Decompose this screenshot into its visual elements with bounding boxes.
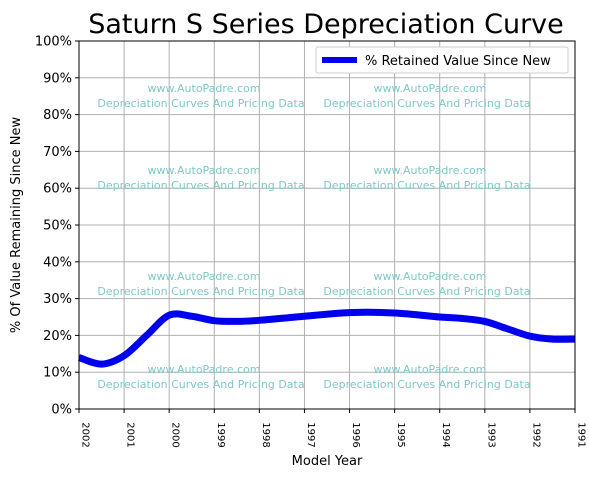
x-tick-label: 1994	[440, 422, 451, 447]
chart-title: Saturn S Series Depreciation Curve	[88, 9, 564, 40]
legend-box	[315, 46, 569, 74]
y-axis-label: % Of Value Remaining Since New	[9, 117, 24, 334]
y-tick-label: 80%	[43, 108, 72, 123]
y-tick-label: 0%	[51, 403, 72, 418]
x-tick-label: 1996	[350, 422, 361, 447]
y-axis-ticks: 0% 10% 20% 30% 40% 50% 60% 70% 80% 90% 100%	[35, 35, 79, 418]
watermark-tagline: Depreciation Curves And Pricing Data	[323, 179, 530, 192]
watermark-tagline: Depreciation Curves And Pricing Data	[323, 285, 530, 298]
watermark-url: www.AutoPadre.com	[148, 270, 261, 283]
watermarks: www.AutoPadre.com Depreciation Curves And…	[97, 82, 530, 391]
x-tick-label: 1997	[305, 422, 316, 447]
y-tick-label: 30%	[43, 292, 72, 307]
x-tick-label: 1991	[576, 422, 587, 447]
x-tick-label: 1999	[215, 422, 226, 447]
y-tick-label: 50%	[43, 219, 72, 234]
y-tick-label: 10%	[43, 366, 72, 381]
y-tick-label: 40%	[43, 255, 72, 270]
watermark-tagline: Depreciation Curves And Pricing Data	[97, 179, 304, 192]
watermark-tagline: Depreciation Curves And Pricing Data	[323, 97, 530, 110]
watermark-tagline: Depreciation Curves And Pricing Data	[97, 97, 304, 110]
y-tick-label: 60%	[43, 182, 72, 197]
x-tick-label: 2000	[170, 422, 181, 447]
x-tick-label: 1992	[530, 422, 541, 447]
legend-label: % Retained Value Since New	[365, 54, 551, 69]
legend: % Retained Value Since New	[315, 46, 569, 74]
watermark-url: www.AutoPadre.com	[148, 363, 261, 376]
x-tick-label: 1993	[485, 422, 496, 447]
watermark-url: www.AutoPadre.com	[374, 363, 487, 376]
watermark-url: www.AutoPadre.com	[148, 82, 261, 95]
series-line-retained-value	[77, 308, 576, 368]
y-tick-label: 20%	[43, 329, 72, 344]
y-tick-label: 70%	[43, 145, 72, 160]
series-layer	[77, 308, 576, 368]
watermark-url: www.AutoPadre.com	[148, 164, 261, 177]
watermark-tagline: Depreciation Curves And Pricing Data	[323, 378, 530, 391]
watermark-url: www.AutoPadre.com	[374, 164, 487, 177]
x-tick-label: 2001	[125, 422, 136, 447]
watermark-tagline: Depreciation Curves And Pricing Data	[97, 285, 304, 298]
watermark-tagline: Depreciation Curves And Pricing Data	[97, 378, 304, 391]
x-tick-label: 2002	[80, 422, 91, 447]
watermark-url: www.AutoPadre.com	[374, 82, 487, 95]
y-tick-label: 90%	[43, 71, 72, 86]
y-tick-label: 100%	[35, 35, 72, 50]
x-axis-label: Model Year	[292, 454, 363, 469]
x-tick-label: 1998	[260, 422, 271, 447]
x-axis-ticks: 2002 2001 2000 1999 1998 1997 1996 1995 1994 1993…	[78, 409, 587, 448]
watermark-url: www.AutoPadre.com	[374, 270, 487, 283]
x-tick-label: 1995	[395, 422, 406, 447]
